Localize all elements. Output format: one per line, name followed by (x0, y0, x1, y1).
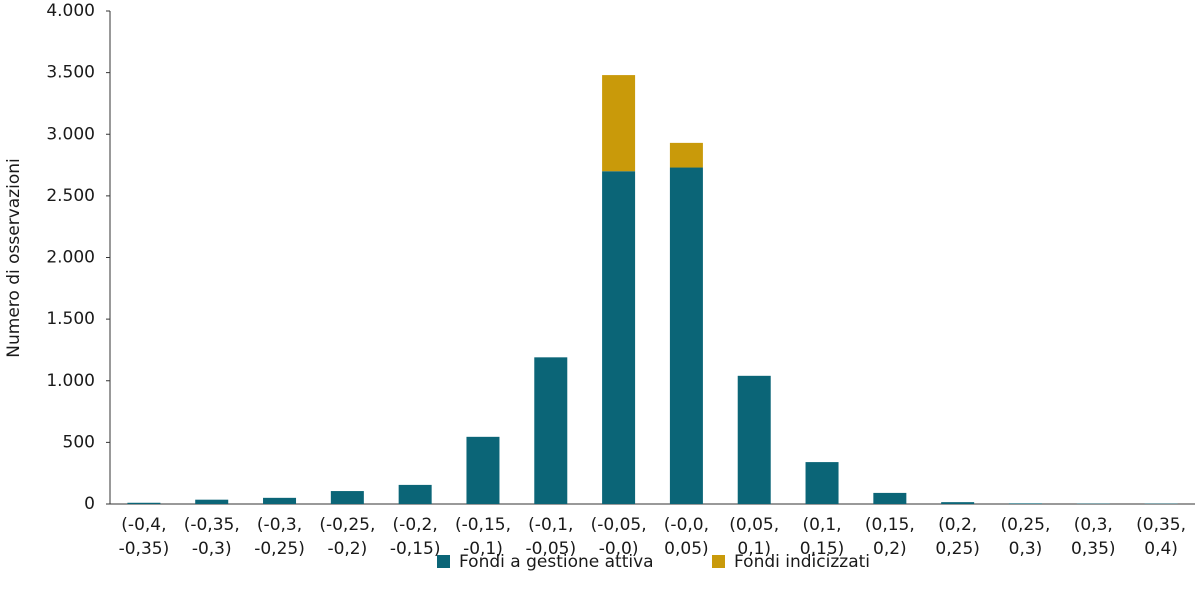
legend-swatch (437, 555, 450, 568)
bar (602, 75, 636, 172)
bar (330, 491, 364, 504)
bar (466, 436, 500, 504)
y-tick-label: 2.000 (46, 248, 95, 268)
bar (669, 167, 703, 504)
x-tick-label: (-0,35, -0,3) (184, 515, 240, 559)
x-tick-label: (0,05, 0,1) (729, 515, 779, 559)
legend-label: Fondi indicizzati (734, 552, 870, 572)
x-tick-label: (-0,4, -0,35) (119, 515, 170, 559)
y-tick-label: 2.500 (46, 186, 95, 206)
bar (127, 502, 161, 504)
legend-label: Fondi a gestione attiva (459, 552, 654, 572)
x-tick-label: (-0,1, -0,05) (525, 515, 576, 559)
bar (263, 497, 297, 504)
y-tick-label: 1.000 (46, 371, 95, 391)
x-tick-label: (0,35, 0,4) (1136, 515, 1186, 559)
y-tick-label: 500 (63, 432, 95, 452)
x-tick-label: (0,2, 0,25) (935, 515, 979, 559)
x-tick-label: (-0,2, -0,15) (390, 515, 441, 559)
bar (534, 357, 568, 504)
legend-swatch (712, 555, 725, 568)
y-axis-label: Numero di osservazioni (4, 158, 24, 357)
y-tick-label: 3.000 (46, 124, 95, 144)
y-tick-label: 4.000 (46, 1, 95, 21)
x-tick-label: (0,15, 0,2) (865, 515, 915, 559)
bar (737, 375, 771, 504)
bar (805, 462, 839, 504)
x-tick-label: (-0,0, 0,05) (664, 515, 709, 559)
x-tick-label: (-0,3, -0,25) (254, 515, 305, 559)
x-tick-label: (-0,05, -0,0) (591, 515, 647, 559)
bar (602, 171, 636, 504)
bar (669, 142, 703, 168)
x-tick-label: (0,25, 0,3) (1001, 515, 1051, 559)
x-tick-label: (-0,25, -0,2) (319, 515, 375, 559)
x-tick-label: (-0,15, -0,1) (455, 515, 511, 559)
y-tick-label: 0 (84, 494, 95, 514)
bar (398, 484, 432, 504)
bar (1008, 503, 1042, 504)
y-tick-label: 3.500 (46, 63, 95, 83)
bar (941, 502, 975, 504)
bar (195, 499, 229, 504)
x-tick-label: (0,3, 0,35) (1071, 515, 1115, 559)
y-tick-label: 1.500 (46, 309, 95, 329)
x-tick-label: (0,1, 0,15) (800, 515, 844, 559)
bar (873, 492, 907, 504)
